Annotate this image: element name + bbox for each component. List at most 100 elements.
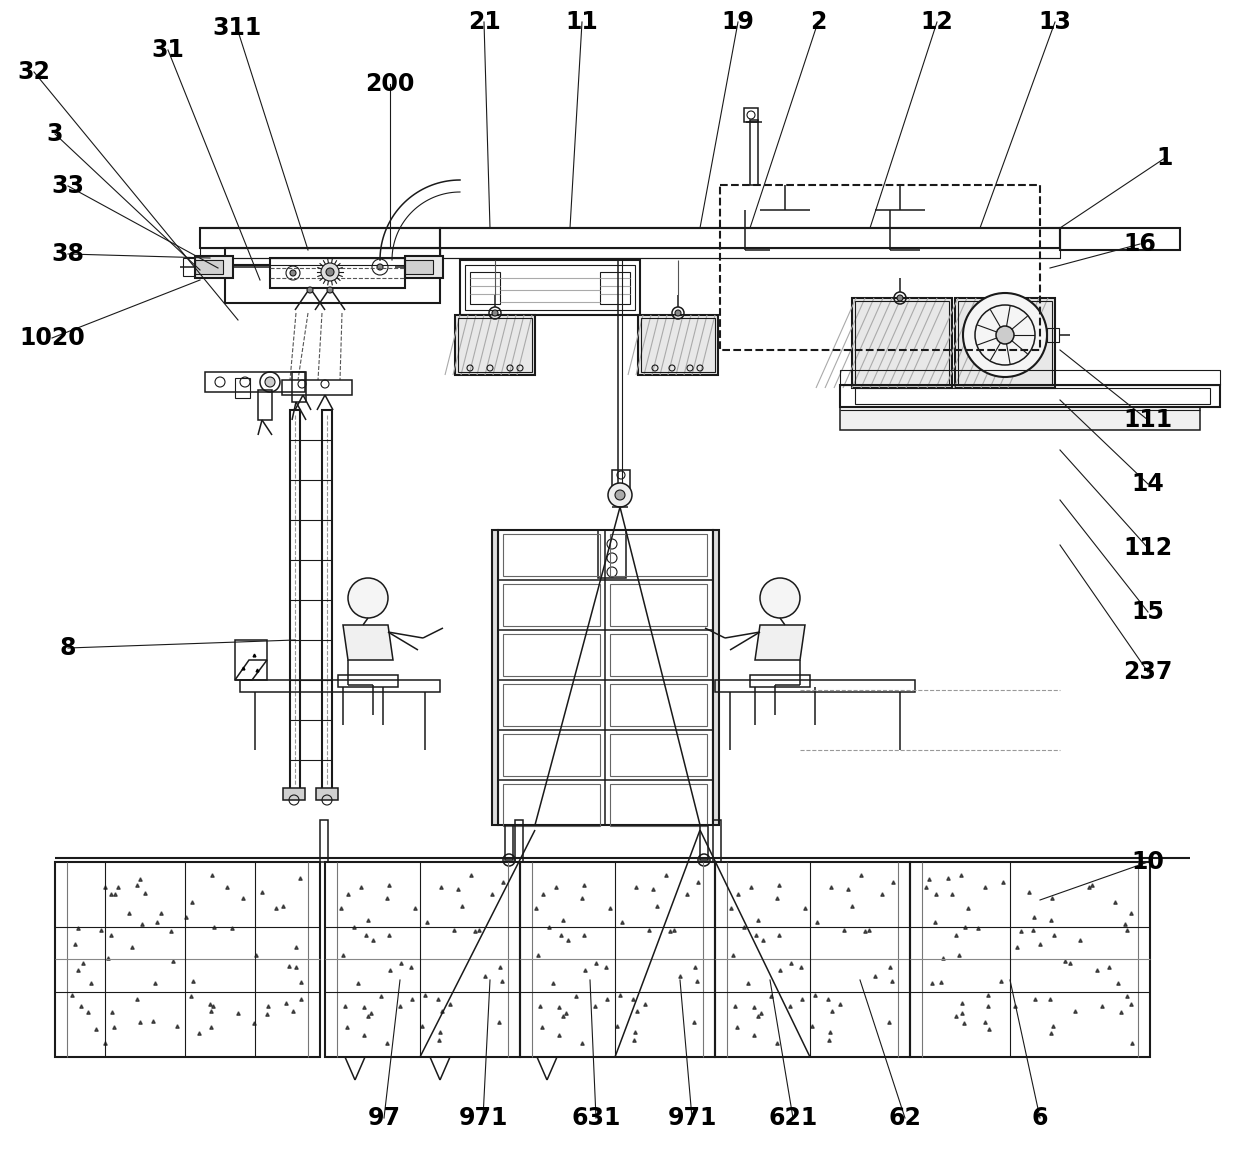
Circle shape (492, 310, 498, 316)
Polygon shape (755, 625, 805, 660)
Circle shape (265, 377, 275, 387)
Text: 11: 11 (565, 10, 599, 34)
Bar (503, 784, 600, 826)
Text: 621: 621 (769, 1107, 817, 1130)
Bar (470, 272, 500, 304)
Bar (241, 680, 440, 691)
Bar (325, 862, 520, 1058)
Bar (613, 470, 630, 496)
Polygon shape (343, 625, 393, 660)
Bar (610, 584, 707, 626)
Bar (405, 257, 443, 278)
Bar (1060, 229, 1180, 250)
Bar (520, 862, 715, 1058)
Bar (610, 534, 707, 576)
Circle shape (675, 310, 681, 316)
Bar (455, 315, 534, 375)
Bar (320, 820, 329, 862)
Bar (492, 531, 498, 826)
Text: 311: 311 (212, 16, 262, 40)
Bar (750, 120, 758, 185)
Bar (600, 272, 630, 304)
Bar (910, 862, 1149, 1058)
Bar (503, 634, 600, 676)
Bar (955, 298, 1055, 388)
Bar (750, 675, 810, 687)
Bar (55, 862, 320, 1058)
Bar (281, 380, 352, 395)
Bar (959, 301, 1052, 385)
Circle shape (897, 295, 903, 301)
Bar (610, 684, 707, 726)
Text: 21: 21 (467, 10, 501, 34)
Text: 19: 19 (722, 10, 754, 34)
Text: 62: 62 (889, 1107, 921, 1130)
Circle shape (996, 326, 1014, 344)
Circle shape (377, 264, 383, 271)
Bar (465, 265, 635, 310)
Bar (291, 372, 306, 402)
Bar (290, 410, 300, 791)
Bar (270, 258, 405, 288)
Bar (515, 820, 523, 862)
Bar (715, 862, 910, 1058)
Bar (200, 248, 440, 258)
Bar (1047, 328, 1059, 342)
Circle shape (327, 287, 334, 293)
Circle shape (290, 271, 296, 276)
Text: 2: 2 (810, 10, 826, 34)
Circle shape (615, 490, 625, 500)
Bar (639, 315, 718, 375)
Bar (856, 388, 1210, 403)
Bar (720, 185, 1040, 350)
Bar (641, 318, 715, 372)
Bar (713, 531, 719, 826)
Bar (184, 258, 195, 276)
Bar (598, 531, 626, 578)
Bar (458, 318, 532, 372)
Bar (701, 826, 708, 861)
Text: 10: 10 (1132, 850, 1164, 874)
Bar (322, 410, 332, 791)
Text: 3: 3 (47, 122, 63, 146)
Circle shape (608, 483, 632, 507)
Circle shape (326, 268, 334, 276)
Bar (200, 229, 440, 248)
Text: 6: 6 (1032, 1107, 1048, 1130)
Text: 971: 971 (459, 1107, 507, 1130)
Bar (339, 675, 398, 687)
Bar (839, 370, 1220, 385)
Bar (713, 820, 720, 862)
Bar (610, 735, 707, 777)
Circle shape (760, 578, 800, 618)
Bar (505, 826, 513, 861)
Text: 12: 12 (920, 10, 954, 34)
Text: 15: 15 (1132, 600, 1164, 624)
Bar (852, 298, 952, 388)
Bar (744, 108, 758, 122)
Bar (195, 257, 233, 278)
Circle shape (308, 287, 312, 293)
Bar (856, 301, 949, 385)
Text: 1020: 1020 (19, 326, 84, 350)
Text: 97: 97 (367, 1107, 401, 1130)
Bar (224, 248, 440, 303)
Bar (195, 260, 223, 274)
Bar (316, 788, 339, 800)
Bar (236, 640, 267, 680)
Bar (498, 531, 713, 826)
Text: 8: 8 (60, 635, 76, 660)
Bar (440, 229, 1060, 248)
Text: 631: 631 (572, 1107, 621, 1130)
Text: 32: 32 (17, 59, 51, 84)
Text: 200: 200 (366, 72, 414, 96)
Text: 111: 111 (1123, 408, 1173, 431)
Text: 33: 33 (52, 174, 84, 198)
Text: 237: 237 (1123, 660, 1173, 684)
Text: 31: 31 (151, 38, 185, 62)
Text: 38: 38 (52, 243, 84, 266)
Circle shape (963, 293, 1047, 377)
Polygon shape (236, 660, 267, 680)
Text: 971: 971 (667, 1107, 717, 1130)
Bar (258, 389, 272, 420)
